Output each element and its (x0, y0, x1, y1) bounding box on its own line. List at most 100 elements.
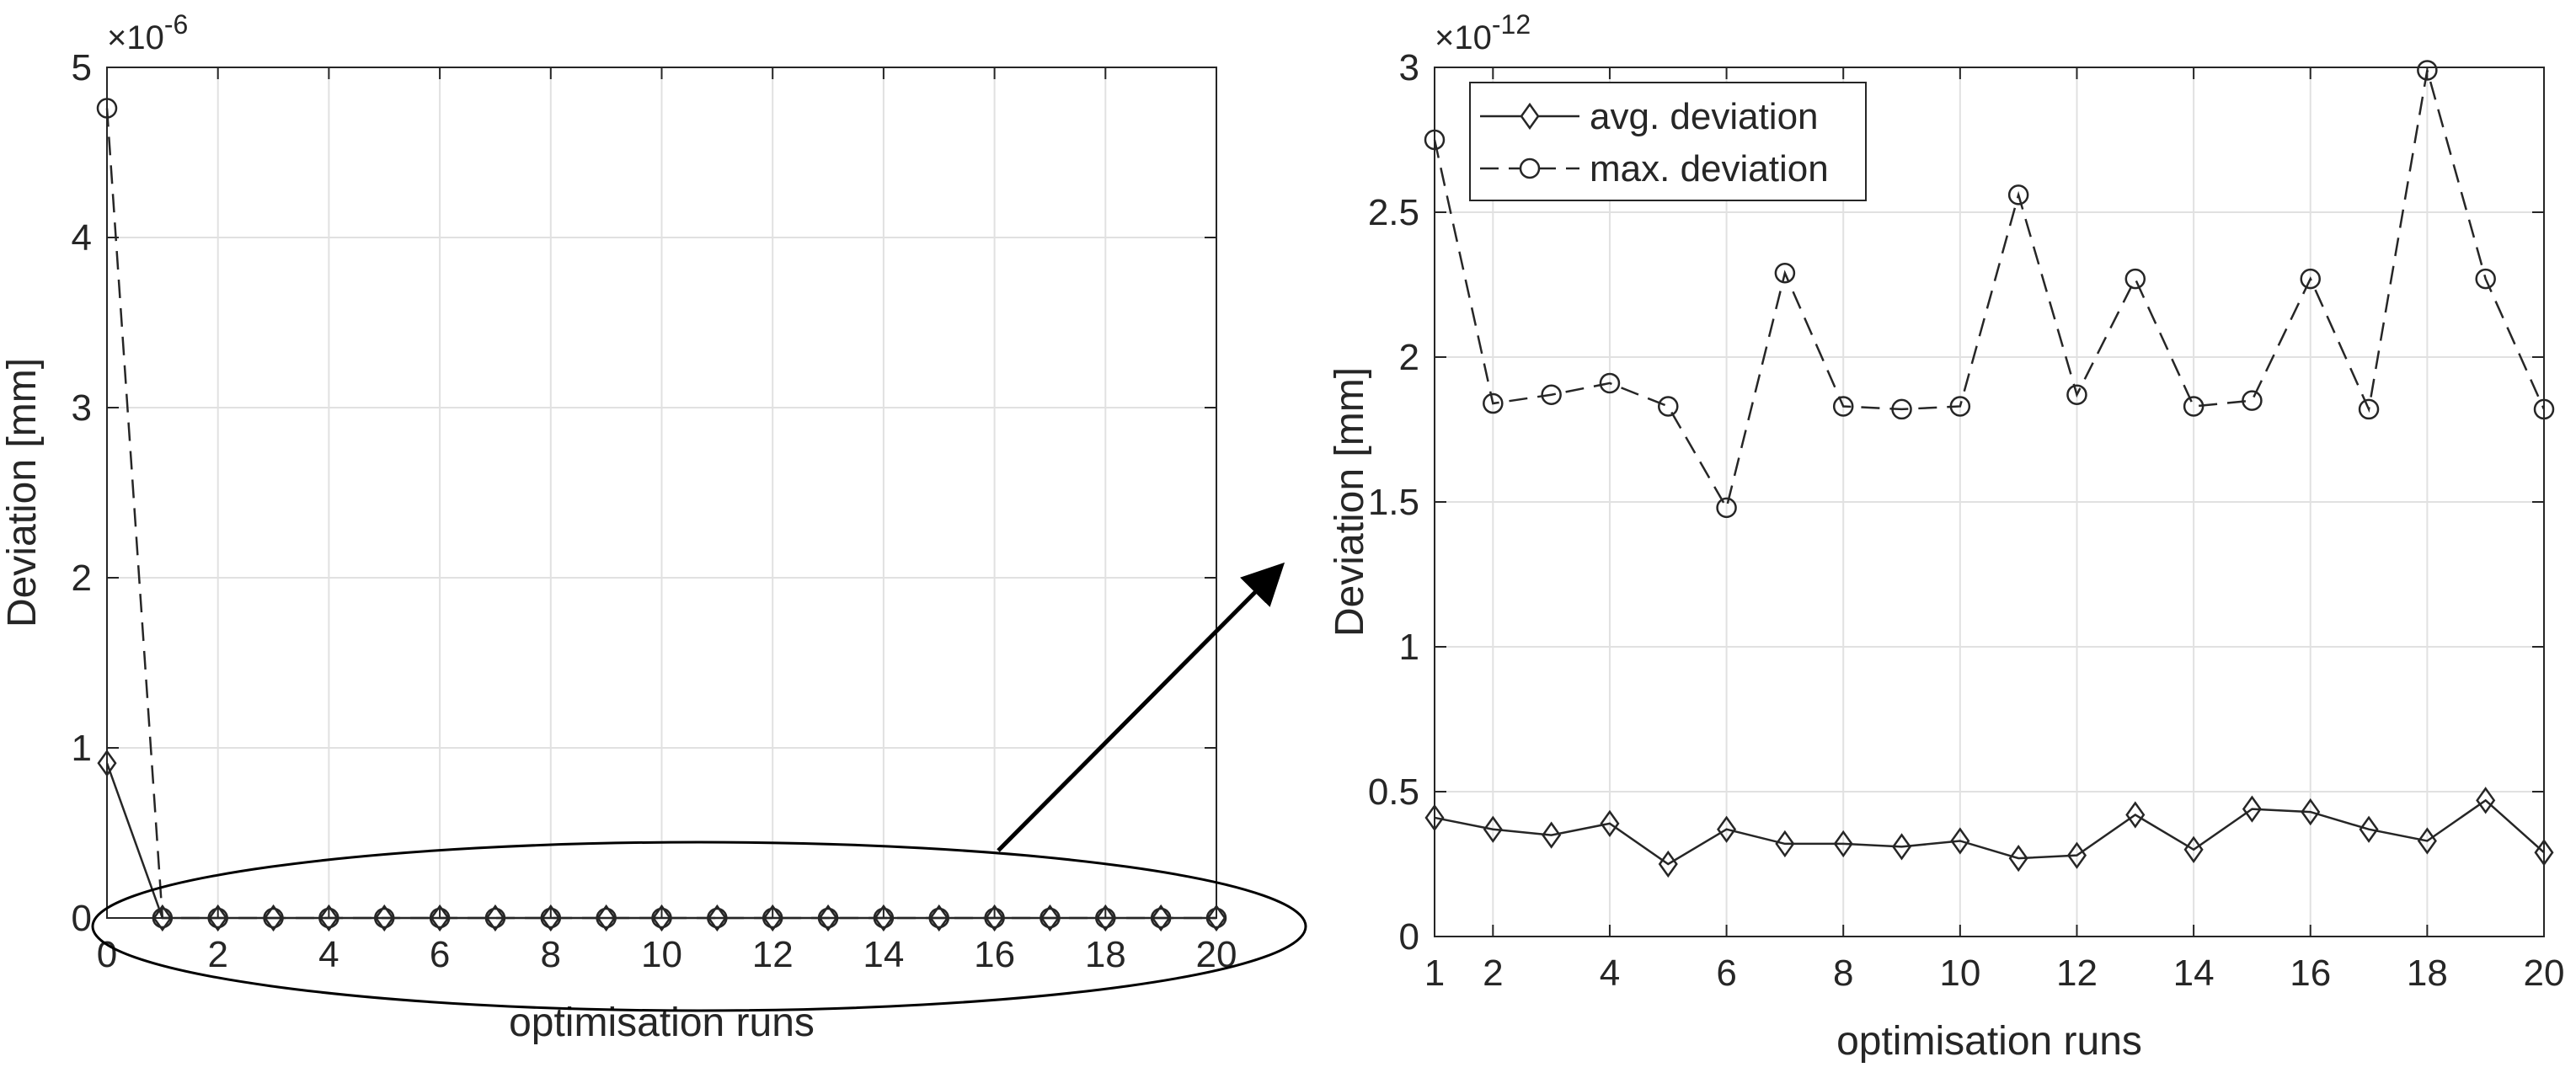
y-tick-label: 4 (72, 217, 92, 259)
zoom-arrow (997, 562, 1285, 852)
data-point-circle (817, 907, 839, 929)
data-point-diamond (1775, 830, 1795, 858)
zoom-annotation (91, 562, 1307, 1012)
data-point-circle (762, 907, 783, 929)
data-point-circle (1599, 372, 1621, 394)
y-tick-label: 0.5 (1368, 771, 1419, 813)
data-point-circle (207, 907, 228, 929)
data-point-circle (2475, 268, 2496, 290)
data-point-circle (2124, 268, 2146, 290)
data-point-diamond (374, 904, 394, 932)
y-tick-label: 5 (72, 47, 92, 88)
data-point-diamond (1717, 815, 1737, 843)
x-tick-label: 10 (641, 934, 682, 975)
data-point-diamond (1950, 827, 1970, 855)
data-point-circle (1949, 396, 1971, 417)
y-tick-label: 0 (72, 898, 92, 939)
x-tick-label: 6 (1716, 953, 1736, 994)
data-point-circle (1039, 907, 1061, 929)
x-tick-label: 18 (1085, 934, 1126, 975)
data-point-diamond (2301, 798, 2321, 826)
data-point-diamond (1542, 821, 1562, 849)
x-tick-label: 8 (541, 934, 561, 975)
x-axis-label: optimisation runs (1836, 1019, 2142, 1064)
legend-marker-circle (1519, 157, 1541, 179)
data-point-diamond (2417, 827, 2437, 855)
y-tick-label: 2 (72, 558, 92, 599)
data-point-diamond (1151, 904, 1171, 932)
y-tick-label: 3 (1399, 47, 1419, 88)
data-point-circle (429, 907, 451, 929)
data-point-diamond (874, 904, 894, 932)
x-tick-label: 16 (974, 934, 1015, 975)
x-tick-label: 20 (2524, 953, 2565, 994)
data-point-diamond (1658, 850, 1678, 878)
data-point-circle (596, 907, 617, 929)
data-point-diamond (318, 904, 339, 932)
series-line-diamond (1434, 798, 2545, 866)
data-point-circle (152, 907, 174, 929)
y-axis-label: Deviation [mm] (1328, 367, 1372, 637)
data-point-diamond (1600, 809, 1620, 837)
y-tick-label: 2 (1399, 337, 1419, 378)
x-tick-label: 6 (430, 934, 450, 975)
zoom-ellipse (91, 841, 1307, 1012)
data-point-circle (540, 907, 562, 929)
data-point-diamond (264, 904, 284, 932)
data-point-circle (1150, 907, 1172, 929)
data-point-diamond (1424, 803, 1445, 832)
data-point-diamond (2534, 839, 2554, 867)
x-tick-label: 2 (1483, 953, 1503, 994)
data-point-circle (2183, 396, 2205, 417)
data-point-circle (263, 907, 284, 929)
data-point-diamond (2183, 835, 2204, 863)
y-scale-label: ×10-6 (107, 9, 188, 56)
data-point-circle (318, 907, 339, 929)
legend-marker-diamond (1520, 102, 1540, 131)
data-point-circle (484, 907, 506, 929)
legend: avg. deviation max. deviation (1469, 82, 1867, 201)
data-point-diamond (485, 904, 505, 932)
y-tick-label: 0 (1399, 916, 1419, 958)
data-point-diamond (707, 904, 727, 932)
data-point-circle (1658, 396, 1679, 417)
x-tick-label: 2 (207, 934, 227, 975)
data-point-circle (1483, 392, 1504, 414)
data-point-diamond (97, 750, 117, 777)
data-point-circle (707, 907, 728, 929)
y-tick-label: 2.5 (1368, 192, 1419, 233)
data-point-circle (1205, 907, 1227, 929)
data-point-diamond (929, 904, 949, 932)
data-point-diamond (762, 904, 783, 932)
data-point-diamond (1483, 815, 1503, 843)
data-point-circle (2300, 268, 2321, 290)
y-scale-label: ×10-12 (1435, 9, 1531, 56)
x-tick-label: 14 (863, 934, 904, 975)
series-line-circle (1433, 70, 2546, 511)
y-tick-label: 1.5 (1368, 482, 1419, 523)
legend-label: max. deviation (1590, 148, 1829, 189)
x-tick-label: 18 (2407, 953, 2448, 994)
data-point-diamond (152, 904, 173, 932)
data-point-circle (1891, 398, 1912, 420)
data-point-circle (2417, 60, 2438, 81)
data-point-diamond (985, 904, 1005, 932)
data-point-diamond (2008, 844, 2028, 873)
data-point-diamond (1095, 904, 1115, 932)
data-point-circle (2242, 390, 2263, 411)
x-tick-label: 12 (2056, 953, 2098, 994)
series-line-diamond (105, 762, 1216, 920)
data-point-diamond (208, 904, 228, 932)
data-point-circle (1774, 262, 1796, 284)
data-point-diamond (1206, 904, 1227, 932)
data-point-circle (1541, 384, 1562, 405)
data-point-diamond (2066, 841, 2087, 869)
data-point-diamond (430, 904, 450, 932)
data-point-circle (2066, 384, 2087, 405)
y-tick-label: 3 (72, 387, 92, 429)
data-point-diamond (2125, 801, 2146, 829)
legend-label: avg. deviation (1590, 96, 1819, 137)
x-tick-label: 8 (1833, 953, 1853, 994)
x-tick-label: 10 (1939, 953, 1980, 994)
